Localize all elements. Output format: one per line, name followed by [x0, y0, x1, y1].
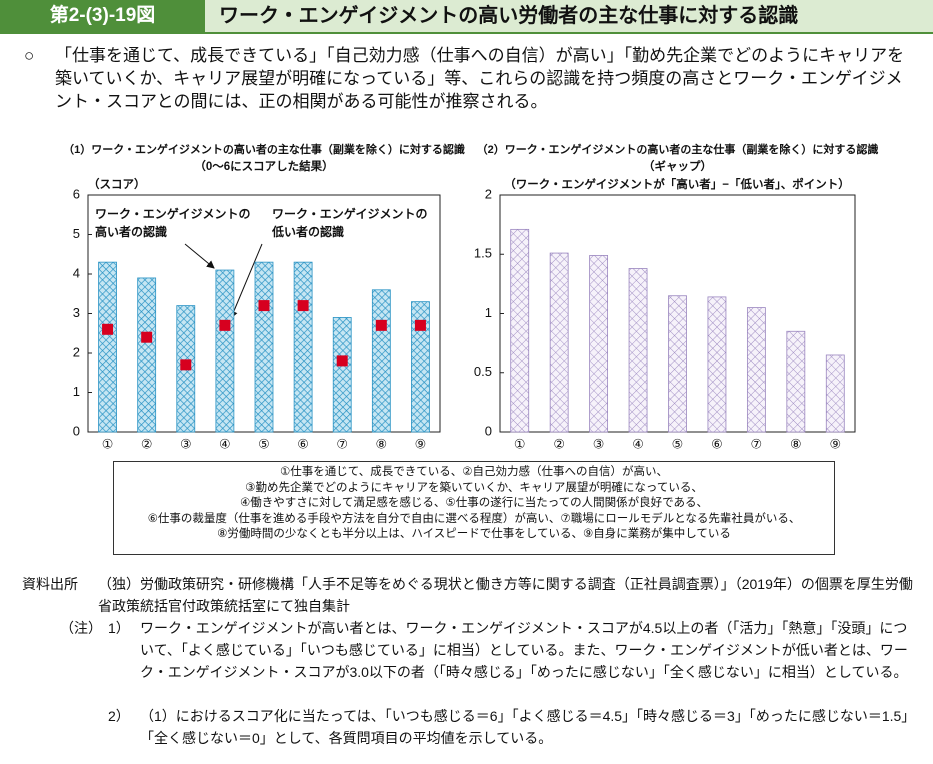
marker [414, 319, 426, 331]
y-axis-label: （ワーク・エンゲイジメントが「高い者」−「低い者」、ポイント） [504, 177, 850, 191]
bar [746, 307, 766, 433]
chart-title: （1）ワーク・エンゲイジメントの高い者の主な仕事（副業を除く）に対する認識 [63, 142, 465, 156]
chart-title: （2）ワーク・エンゲイジメントの高い者の主な仕事（副業を除く）に対する認識 [477, 142, 879, 156]
chart-subtitle: （ギャップ） [643, 159, 712, 173]
x-tick-label: ⑤ [258, 436, 270, 451]
y-tick-label: 0.5 [474, 364, 492, 379]
summary-bullet: ○ [24, 46, 35, 65]
bar [510, 228, 530, 433]
bar [411, 301, 430, 433]
charts: （1）ワーク・エンゲイジメントの高い者の主な仕事（副業を除く）に対する認識 （0～… [63, 142, 879, 452]
x-tick-label: ② [141, 436, 153, 451]
bar [786, 330, 806, 433]
source-text: （独）労働政策研究・研修機構「人手不足等をめぐる現状と働き方等に関する調査（正社… [98, 576, 913, 614]
y-tick-label: 3 [73, 305, 80, 320]
x-tick-label: ② [553, 436, 565, 451]
bar [137, 277, 157, 433]
bar [825, 354, 845, 433]
y-tick-label: 0 [73, 423, 80, 438]
y-tick-label: 1.5 [474, 246, 492, 261]
summary-text: 「仕事を通じて、成長できている」「自己効力感（仕事への自信）が高い」「勤め先企業… [55, 46, 905, 111]
y-tick-label: 5 [73, 226, 80, 241]
marker [180, 359, 192, 371]
figure-title: ワーク・エンゲイジメントの高い労働者の主な仕事に対する認識 [205, 0, 933, 32]
bar [371, 289, 391, 433]
series-annotation: ワーク・エンゲイジメントの高い者の認識 [95, 205, 260, 241]
note-number: 1） [108, 620, 130, 636]
series-annotation: ワーク・エンゲイジメントの低い者の認識 [272, 205, 437, 241]
notes-label: （注） [60, 620, 102, 636]
source-label: 資料出所 [22, 576, 78, 592]
y-tick-label: 1 [485, 305, 492, 320]
x-tick-label: ④ [219, 436, 231, 451]
x-tick-label: ⑨ [829, 436, 841, 451]
bar [98, 261, 117, 433]
note-text: （1）におけるスコア化に当たっては、「いつも感じる＝6」「よく感じる＝4.5」「… [140, 708, 909, 746]
bar [215, 269, 235, 433]
x-tick-label: ⑧ [376, 436, 388, 451]
bar [668, 295, 687, 433]
y-tick-label: 2 [73, 344, 80, 359]
legend-line: ④働きやすさに対して満足感を感じる、⑤仕事の遂行に当たっての人間関係が良好である… [239, 497, 709, 509]
marker [297, 300, 309, 312]
x-tick-label: ③ [180, 436, 192, 451]
x-tick-label: ① [102, 436, 114, 451]
bar [293, 261, 313, 433]
bar [254, 261, 274, 433]
note-number: 2） [108, 708, 130, 724]
legend-line: ③勤め先企業でどのようにキャリアを築いていくか、キャリア展望が明確になっている、 [245, 481, 703, 494]
x-tick-label: ⑥ [297, 436, 309, 451]
marker [102, 323, 114, 335]
y-tick-label: 1 [73, 384, 80, 399]
x-tick-label: ④ [632, 436, 644, 451]
bar [589, 255, 609, 433]
bar [707, 296, 727, 433]
marker [141, 331, 153, 343]
y-tick-label: 2 [485, 186, 492, 201]
marker [219, 319, 231, 331]
figure-number: 第2-(3)-19図 [0, 0, 205, 32]
x-tick-label: ⑦ [751, 436, 763, 451]
bar [332, 317, 352, 433]
header-rule [0, 32, 933, 34]
bar [549, 252, 569, 433]
x-tick-label: ① [514, 436, 526, 451]
legend-line: ①仕事を通じて、成長できている、②自己効力感（仕事への自信）が高い、 [279, 466, 669, 478]
annotation-arrow [230, 243, 263, 319]
x-tick-label: ③ [593, 436, 605, 451]
legend-box: ①仕事を通じて、成長できている、②自己効力感（仕事への自信）が高い、 ③勤め先企業… [113, 461, 835, 555]
x-tick-label: ⑧ [790, 436, 802, 451]
chart-subtitle: （0～6にスコアした結果） [194, 159, 333, 173]
bar [628, 268, 648, 433]
marker [258, 300, 270, 312]
marker [336, 355, 348, 367]
x-tick-label: ⑤ [672, 436, 684, 451]
y-tick-label: 6 [73, 186, 80, 201]
note-text: ワーク・エンゲイジメントが高い者とは、ワーク・エンゲイジメント・スコアが4.5以… [140, 620, 908, 680]
x-tick-label: ⑦ [336, 436, 348, 451]
marker [375, 319, 387, 331]
y-axis-label: （スコア） [88, 177, 146, 191]
annotation-arrow [184, 243, 215, 269]
legend-line: ⑧労働時間の少なくとも半分以上は、ハイスピードで仕事をしている、⑨自身に業務が集… [217, 528, 731, 540]
x-tick-label: ⑨ [415, 436, 427, 451]
y-tick-label: 0 [485, 423, 492, 438]
x-tick-label: ⑥ [711, 436, 723, 451]
y-tick-label: 4 [73, 265, 80, 280]
legend-line: ⑥仕事の裁量度（仕事を進める手段や方法を自分で自由に選べる程度）が高い、⑦職場に… [147, 512, 801, 525]
